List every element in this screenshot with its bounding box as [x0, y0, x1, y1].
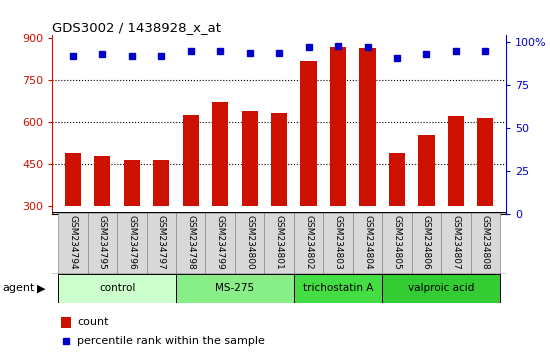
Bar	[419, 135, 434, 206]
Bar	[412, 212, 441, 274]
Text: GSM234795: GSM234795	[98, 216, 107, 270]
Bar	[124, 160, 140, 206]
Bar	[389, 153, 405, 206]
Bar	[153, 160, 169, 206]
Text: GSM234799: GSM234799	[216, 216, 225, 270]
Bar	[330, 47, 346, 206]
Bar	[235, 212, 265, 274]
Text: GSM234802: GSM234802	[304, 216, 313, 270]
Text: GSM234796: GSM234796	[127, 216, 136, 270]
Bar	[212, 102, 228, 206]
Bar	[300, 61, 317, 206]
Bar	[294, 212, 323, 274]
Text: GDS3002 / 1438928_x_at: GDS3002 / 1438928_x_at	[52, 21, 221, 34]
Bar	[117, 212, 146, 274]
Bar	[62, 317, 72, 328]
Text: ▶: ▶	[37, 283, 46, 293]
Text: MS-275: MS-275	[216, 283, 255, 293]
Bar	[206, 212, 235, 274]
Bar	[448, 116, 464, 206]
Text: GSM234801: GSM234801	[274, 216, 284, 270]
Bar	[471, 212, 500, 274]
Bar	[441, 212, 471, 274]
Text: trichostatin A: trichostatin A	[303, 283, 373, 293]
Text: GSM234800: GSM234800	[245, 216, 254, 270]
Text: GSM234806: GSM234806	[422, 216, 431, 270]
Bar	[241, 112, 258, 206]
Text: GSM234803: GSM234803	[333, 216, 343, 270]
Bar	[271, 113, 287, 206]
Text: GSM234804: GSM234804	[363, 216, 372, 270]
Bar	[353, 212, 382, 274]
Bar	[183, 115, 199, 206]
Text: percentile rank within the sample: percentile rank within the sample	[77, 336, 265, 346]
Bar	[382, 274, 500, 303]
Bar	[176, 274, 294, 303]
Bar	[382, 212, 412, 274]
Bar	[359, 48, 376, 206]
Bar	[265, 212, 294, 274]
Bar	[94, 155, 111, 206]
Text: GSM234808: GSM234808	[481, 216, 490, 270]
Text: valproic acid: valproic acid	[408, 283, 474, 293]
Text: GSM234807: GSM234807	[452, 216, 460, 270]
Bar	[65, 153, 81, 206]
Bar	[58, 274, 176, 303]
Bar	[323, 212, 353, 274]
Bar	[87, 212, 117, 274]
Bar	[176, 212, 206, 274]
Text: GSM234797: GSM234797	[157, 216, 166, 270]
Bar	[477, 118, 493, 206]
Text: agent: agent	[3, 283, 35, 293]
Text: GSM234794: GSM234794	[68, 216, 78, 270]
Bar	[294, 274, 382, 303]
Text: GSM234798: GSM234798	[186, 216, 195, 270]
Bar	[146, 212, 176, 274]
Bar	[58, 212, 87, 274]
Text: count: count	[77, 318, 109, 327]
Text: control: control	[99, 283, 135, 293]
Text: GSM234805: GSM234805	[393, 216, 402, 270]
